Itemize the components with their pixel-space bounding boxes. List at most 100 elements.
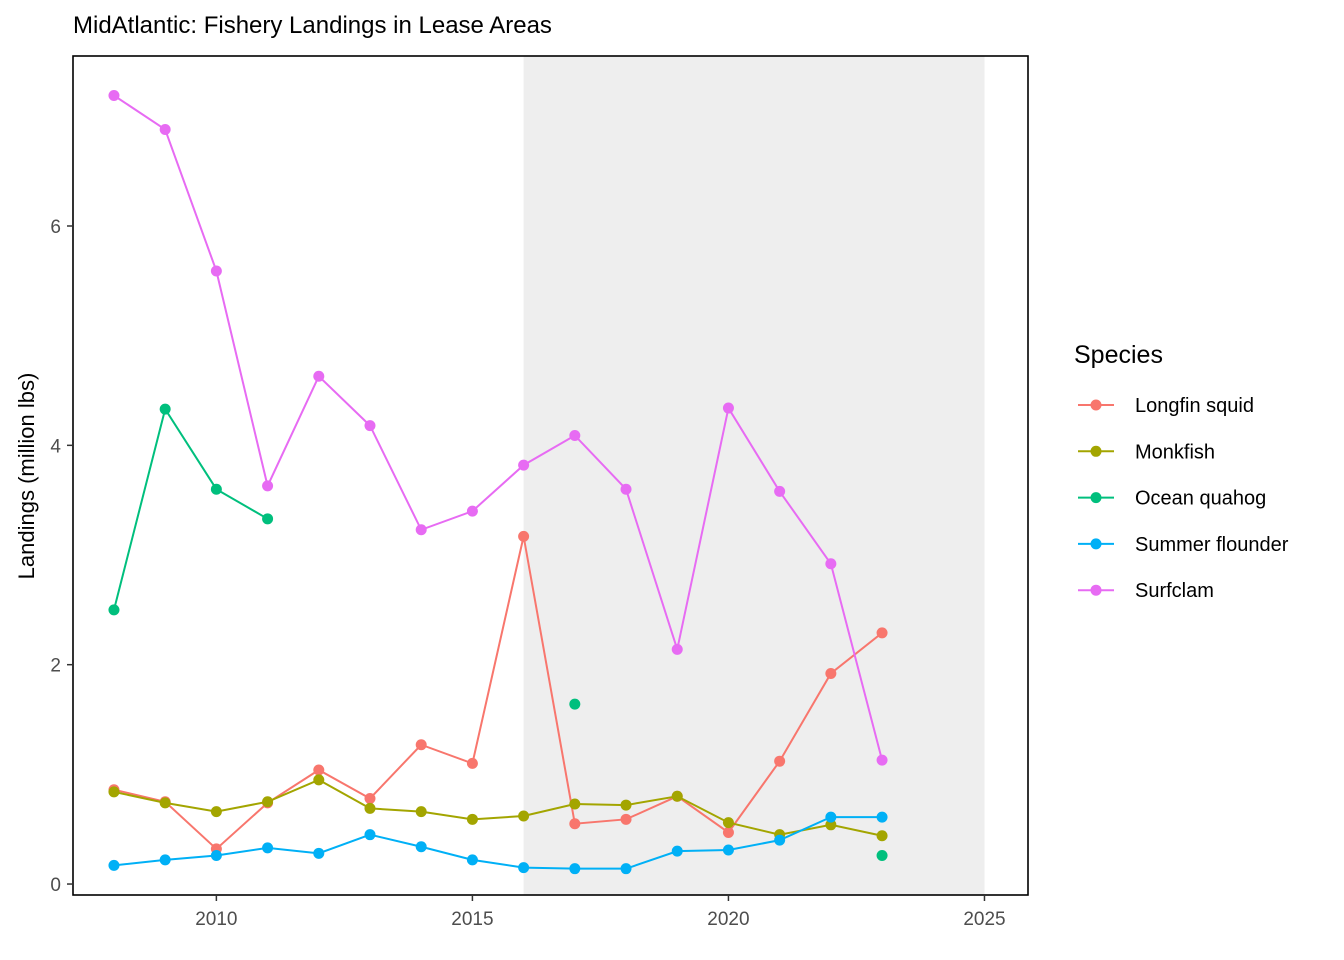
y-tick-label: 6 [50, 217, 61, 238]
y-tick-label: 4 [50, 436, 61, 457]
data-point-surfclam [774, 485, 786, 497]
data-point-ocean-quahog [108, 604, 120, 616]
legend-item-summer-flounder: Summer flounder [1078, 534, 1289, 556]
legend-item-ocean-quahog: Ocean quahog [1078, 488, 1266, 510]
x-tick-label: 2010 [195, 909, 237, 930]
data-point-surfclam [159, 123, 171, 135]
data-point-surfclam [722, 402, 734, 414]
data-point-longfin-squid [415, 739, 427, 751]
data-point-surfclam [620, 483, 632, 495]
series-ocean-quahog [108, 403, 888, 862]
data-point-longfin-squid [466, 757, 478, 769]
data-point-summer-flounder [774, 834, 786, 846]
data-point-longfin-squid [876, 627, 888, 639]
chart-title: MidAtlantic: Fishery Landings in Lease A… [73, 12, 552, 39]
data-point-longfin-squid [364, 792, 376, 804]
data-point-longfin-squid [313, 764, 325, 776]
data-point-surfclam [262, 480, 274, 492]
data-point-surfclam [108, 89, 120, 101]
data-point-ocean-quahog [210, 483, 222, 495]
legend-key-point [1090, 492, 1102, 504]
data-point-ocean-quahog [159, 403, 171, 415]
legend: Species Longfin squid Monkfish Ocean quaho… [1074, 341, 1289, 602]
data-point-monkfish [262, 796, 274, 808]
data-point-monkfish [313, 774, 325, 786]
data-point-surfclam [364, 420, 376, 432]
data-point-ocean-quahog [876, 850, 888, 862]
data-point-longfin-squid [569, 818, 581, 830]
data-point-monkfish [569, 798, 581, 810]
data-point-ocean-quahog [569, 698, 581, 710]
series-layer [108, 89, 888, 875]
data-point-monkfish [671, 790, 683, 802]
data-point-surfclam [671, 643, 683, 655]
x-tick-label: 2025 [963, 909, 1005, 930]
legend-title: Species [1074, 341, 1163, 369]
legend-label: Surfclam [1135, 580, 1214, 602]
data-point-summer-flounder [620, 863, 632, 875]
data-point-monkfish [518, 810, 530, 822]
series-line-surfclam [113, 94, 884, 761]
data-point-ocean-quahog [262, 513, 274, 525]
data-point-monkfish [415, 806, 427, 818]
data-point-summer-flounder [466, 854, 478, 866]
data-point-summer-flounder [825, 811, 837, 823]
data-point-surfclam [569, 429, 581, 441]
series-line-monkfish [113, 778, 883, 837]
data-point-monkfish [876, 830, 888, 842]
data-point-summer-flounder [415, 841, 427, 853]
x-tick-label: 2015 [451, 909, 493, 930]
data-point-summer-flounder [364, 829, 376, 841]
data-point-monkfish [364, 802, 376, 814]
data-point-summer-flounder [108, 859, 120, 871]
data-point-longfin-squid [620, 813, 632, 825]
data-point-monkfish [466, 813, 478, 825]
data-point-monkfish [210, 806, 222, 818]
series-line-ocean-quahog [112, 406, 269, 611]
legend-key-point [1090, 538, 1102, 550]
data-point-longfin-squid [518, 530, 530, 542]
series-line-summer-flounder [113, 816, 883, 870]
series-longfin-squid [108, 530, 888, 855]
y-axis-title: Landings (million lbs) [14, 373, 39, 580]
legend-key-point [1090, 399, 1102, 411]
data-point-monkfish [825, 819, 837, 831]
data-point-surfclam [876, 754, 888, 766]
legend-key-point [1090, 445, 1102, 457]
data-point-summer-flounder [262, 842, 274, 854]
x-tick-label: 2020 [707, 909, 749, 930]
legend-label: Summer flounder [1135, 534, 1289, 556]
axes-layer: 2010 2015 2020 2025 0 2 4 6 [50, 217, 1005, 930]
legend-label: Monkfish [1135, 441, 1215, 463]
data-point-monkfish [722, 817, 734, 829]
shaded-region [523, 56, 985, 895]
series-summer-flounder [108, 811, 888, 875]
series-surfclam [108, 89, 888, 766]
data-point-longfin-squid [825, 667, 837, 679]
data-point-summer-flounder [671, 845, 683, 857]
data-point-summer-flounder [210, 850, 222, 862]
plot-background [523, 56, 985, 895]
plot-border [72, 55, 1029, 896]
y-tick-label: 0 [50, 875, 61, 896]
data-point-summer-flounder [518, 862, 530, 874]
legend-label: Ocean quahog [1135, 488, 1266, 510]
data-point-longfin-squid [774, 755, 786, 767]
legend-item-longfin-squid: Longfin squid [1078, 395, 1254, 417]
data-point-summer-flounder [159, 854, 171, 866]
data-point-surfclam [466, 505, 478, 517]
data-point-surfclam [210, 265, 222, 277]
data-point-monkfish [620, 799, 632, 811]
data-point-surfclam [415, 524, 427, 536]
data-point-monkfish [108, 786, 120, 798]
y-tick-label: 2 [50, 656, 61, 677]
series-line-longfin-squid [113, 536, 883, 851]
data-point-summer-flounder [722, 844, 734, 856]
legend-label: Longfin squid [1135, 395, 1254, 417]
data-point-monkfish [159, 797, 171, 809]
data-point-surfclam [313, 370, 325, 382]
data-point-summer-flounder [876, 811, 888, 823]
data-point-summer-flounder [313, 847, 325, 859]
data-point-surfclam [518, 459, 530, 471]
